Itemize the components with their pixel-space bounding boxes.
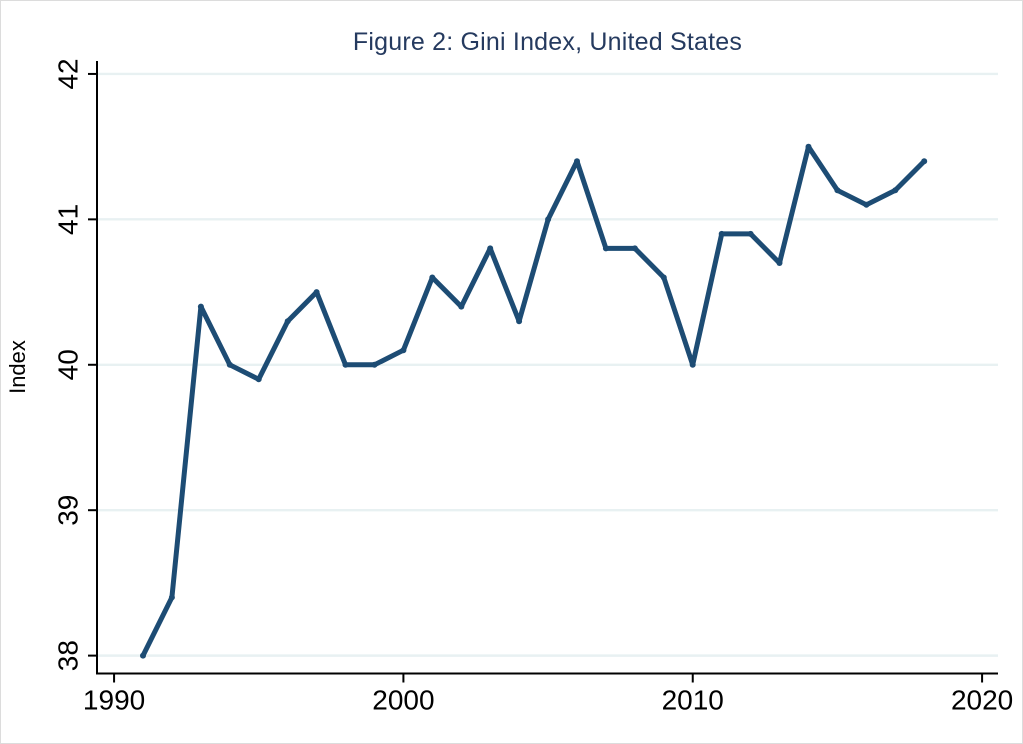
data-point-2018 bbox=[921, 158, 928, 165]
data-point-2000 bbox=[400, 347, 407, 354]
data-point-2009 bbox=[660, 274, 667, 281]
data-point-1997 bbox=[313, 289, 320, 296]
data-point-2013 bbox=[776, 260, 783, 266]
data-point-2017 bbox=[892, 187, 899, 194]
y-tick-label-40: 40 bbox=[53, 349, 84, 380]
chart-title: Figure 2: Gini Index, United States bbox=[352, 28, 743, 56]
y-tick-label-39: 39 bbox=[53, 495, 84, 526]
data-point-2004 bbox=[516, 318, 523, 325]
data-point-2001 bbox=[429, 274, 436, 281]
data-point-2006 bbox=[574, 158, 580, 165]
data-point-1998 bbox=[342, 361, 349, 368]
data-point-2002 bbox=[458, 303, 465, 310]
data-point-1993 bbox=[197, 303, 204, 310]
data-point-2011 bbox=[718, 230, 725, 237]
x-tick-label-1990: 1990 bbox=[83, 685, 145, 716]
data-point-2016 bbox=[863, 201, 870, 208]
x-tick-label-2020: 2020 bbox=[951, 685, 1013, 716]
data-point-1991 bbox=[140, 652, 146, 659]
y-tick-label-38: 38 bbox=[53, 640, 84, 671]
data-point-2008 bbox=[631, 245, 638, 252]
data-point-1996 bbox=[284, 318, 291, 325]
data-point-1994 bbox=[226, 361, 233, 368]
data-point-2003 bbox=[487, 245, 494, 252]
data-point-2014 bbox=[805, 143, 812, 150]
data-point-1999 bbox=[371, 361, 378, 368]
x-tick-label-2000: 2000 bbox=[372, 685, 434, 716]
data-point-1992 bbox=[168, 594, 175, 601]
data-point-2007 bbox=[602, 245, 609, 252]
x-tick-label-2010: 2010 bbox=[662, 685, 724, 716]
data-point-2005 bbox=[545, 216, 552, 223]
data-point-2012 bbox=[747, 230, 754, 237]
data-point-2015 bbox=[834, 187, 841, 194]
data-point-1995 bbox=[255, 376, 262, 383]
y-tick-label-41: 41 bbox=[53, 204, 84, 235]
gini-line bbox=[140, 144, 927, 659]
data-point-2010 bbox=[689, 361, 696, 368]
y-tick-label-42: 42 bbox=[53, 58, 84, 89]
